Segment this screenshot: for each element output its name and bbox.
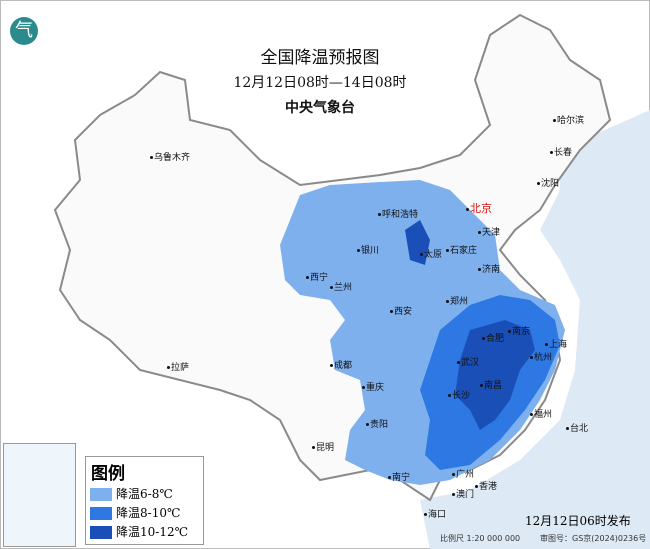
city-label: 济南 bbox=[478, 262, 500, 275]
sea-area bbox=[420, 110, 650, 549]
legend-label: 降温8-10℃ bbox=[116, 506, 181, 520]
city-label: 广州 bbox=[452, 467, 474, 480]
city-label: 昆明 bbox=[312, 440, 334, 453]
city-label: 南昌 bbox=[480, 378, 502, 391]
issue-time: 12月12日06时发布 bbox=[525, 514, 631, 528]
city-label: 郑州 bbox=[446, 294, 468, 307]
city-label: 西安 bbox=[390, 304, 412, 317]
city-label: 武汉 bbox=[457, 355, 479, 368]
capital-label: 北京 bbox=[466, 200, 492, 216]
city-label: 贵阳 bbox=[366, 417, 388, 430]
city-label: 杭州 bbox=[530, 350, 552, 363]
city-label: 合肥 bbox=[482, 331, 504, 344]
legend-item: 降温6-8℃ bbox=[90, 485, 173, 503]
city-label: 天津 bbox=[478, 225, 500, 238]
city-label: 石家庄 bbox=[446, 243, 477, 256]
legend: 图例 降温6-8℃ 降温8-10℃ 降温10-12℃ bbox=[85, 456, 204, 545]
city-label: 南京 bbox=[508, 324, 530, 337]
city-label: 南宁 bbox=[388, 470, 410, 483]
city-label: 福州 bbox=[530, 407, 552, 420]
south-china-sea-inset bbox=[3, 443, 76, 547]
legend-item: 降温10-12℃ bbox=[90, 523, 188, 541]
city-label: 台北 bbox=[566, 421, 588, 434]
city-label: 西宁 bbox=[306, 270, 328, 283]
city-label: 银川 bbox=[357, 243, 379, 256]
city-label: 澳门 bbox=[452, 487, 474, 500]
city-label: 太原 bbox=[420, 247, 442, 260]
city-label: 长春 bbox=[550, 145, 572, 158]
cooling-10-12-area bbox=[455, 320, 535, 430]
city-label: 成都 bbox=[330, 358, 352, 371]
legend-label: 降温10-12℃ bbox=[116, 525, 189, 539]
city-label: 拉萨 bbox=[167, 360, 189, 373]
map-title: 全国降温预报图 bbox=[260, 48, 380, 68]
city-label: 重庆 bbox=[362, 380, 384, 393]
city-label: 上海 bbox=[545, 337, 567, 350]
city-label: 哈尔滨 bbox=[553, 113, 584, 126]
issuer: 中央气象台 bbox=[285, 100, 355, 116]
legend-item: 降温8-10℃ bbox=[90, 504, 180, 522]
city-label: 海口 bbox=[424, 507, 446, 520]
city-label: 呼和浩特 bbox=[378, 207, 418, 220]
legend-swatch bbox=[90, 507, 112, 520]
approval-number: 审图号：GS京(2024)0236号 bbox=[540, 534, 647, 543]
legend-title: 图例 bbox=[91, 464, 125, 484]
legend-label: 降温6-8℃ bbox=[116, 487, 173, 501]
map-scale: 比例尺 1:20 000 000 bbox=[440, 534, 521, 543]
legend-swatch bbox=[90, 488, 112, 501]
legend-swatch bbox=[90, 526, 112, 539]
city-label: 兰州 bbox=[330, 280, 352, 293]
forecast-period: 12月12日08时—14日08时 bbox=[233, 75, 407, 91]
city-label: 沈阳 bbox=[537, 176, 559, 189]
city-label: 乌鲁木齐 bbox=[150, 150, 190, 163]
city-label: 长沙 bbox=[448, 388, 470, 401]
cma-logo: 气 bbox=[10, 17, 38, 45]
city-label: 香港 bbox=[475, 479, 497, 492]
